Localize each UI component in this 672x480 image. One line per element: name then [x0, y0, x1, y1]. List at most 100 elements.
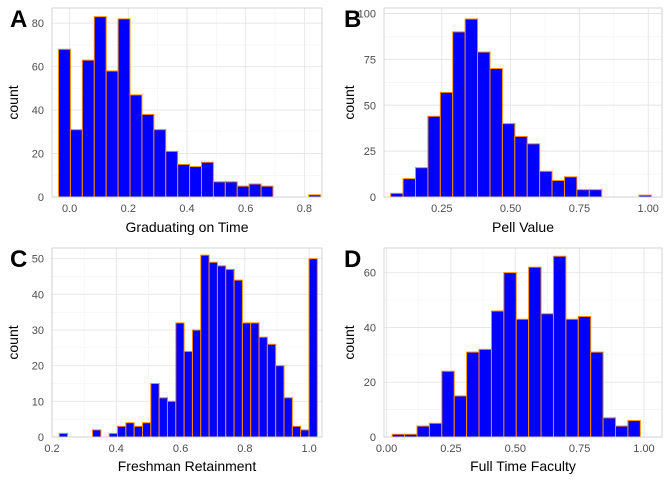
- x-tick-label: 0.25: [431, 203, 452, 215]
- panel-border: [51, 7, 323, 198]
- y-tick-label: 50: [364, 100, 376, 112]
- panel-letter: B: [344, 6, 361, 33]
- histogram-bar: [166, 400, 177, 437]
- histogram-bar: [158, 397, 168, 437]
- y-tick-label: 60: [364, 268, 376, 280]
- histogram-bar: [133, 425, 143, 437]
- x-tick-label: 0.4: [179, 203, 194, 215]
- histogram-bar: [576, 189, 590, 197]
- x-axis-title: Pell Value: [492, 219, 554, 235]
- histogram-bar: [615, 425, 629, 437]
- histogram-bar: [514, 135, 528, 197]
- x-tick-label: 0.2: [121, 203, 136, 215]
- y-tick-label: 40: [32, 289, 44, 301]
- histogram-bar: [208, 261, 218, 437]
- y-tick-label: 60: [32, 62, 44, 74]
- histogram-bar: [150, 383, 160, 437]
- y-tick-label: 40: [32, 105, 44, 117]
- histogram-bar: [236, 185, 250, 197]
- y-tick-label: 0: [38, 432, 44, 444]
- y-axis-title: count: [5, 85, 21, 119]
- x-tick-label: 0.8: [237, 443, 252, 455]
- histogram-bar: [233, 279, 243, 437]
- histogram-bar: [490, 310, 505, 437]
- y-tick-label: 30: [32, 325, 44, 337]
- panel-letter: C: [10, 246, 27, 273]
- panel-d: 0.00 0.25 0.50 0.75 1.00 0 20 40 60 Full Time Fac…: [341, 246, 663, 474]
- histogram-bar: [266, 343, 277, 437]
- y-tick-label: 0: [370, 192, 376, 204]
- gridlines: [384, 8, 662, 198]
- histogram-bar: [439, 91, 454, 197]
- y-tick-label: 0: [370, 432, 376, 444]
- y-tick-label: 20: [32, 361, 44, 373]
- x-tick-label: 0.75: [569, 203, 590, 215]
- histogram-bar: [283, 397, 293, 437]
- histogram-bar: [275, 365, 285, 437]
- histogram-bar: [81, 59, 95, 197]
- histogram-bar: [200, 254, 210, 437]
- histogram-bar: [108, 432, 119, 437]
- histogram-bars: [390, 18, 652, 197]
- y-tick-label: 20: [32, 149, 44, 161]
- histogram-bar: [260, 185, 274, 197]
- histogram-bar: [602, 417, 617, 437]
- histogram-bar: [189, 166, 202, 197]
- histogram-bar: [248, 183, 262, 197]
- histogram-bar: [501, 123, 516, 197]
- histogram-bars: [58, 16, 322, 197]
- x-tick-label: 0.8: [297, 203, 312, 215]
- x-tick-label: 0.25: [440, 443, 461, 455]
- histogram-bar: [441, 370, 455, 437]
- y-tick-label: 40: [364, 322, 376, 334]
- histogram-bar: [165, 150, 179, 197]
- y-axis-title: count: [341, 85, 357, 119]
- y-axis-title: count: [341, 325, 357, 359]
- x-tick-label: 0.0: [62, 203, 77, 215]
- histogram-bar: [212, 181, 226, 197]
- histogram-bar: [291, 425, 302, 437]
- histogram-bar: [183, 350, 193, 437]
- histogram-bar: [627, 420, 641, 437]
- histogram-bar: [452, 31, 466, 197]
- x-tick-label: 0.75: [569, 443, 590, 455]
- x-tick-label: 1.00: [633, 443, 654, 455]
- y-tick-label: 75: [364, 54, 376, 66]
- histogram-bar: [125, 422, 135, 437]
- x-axis-title: Graduating on Time: [126, 219, 249, 235]
- histogram-bar: [478, 348, 492, 437]
- histogram-bar: [427, 115, 441, 197]
- histogram-bar: [153, 129, 167, 197]
- histogram-bar: [175, 322, 185, 437]
- histogram-bar: [404, 433, 418, 437]
- histogram-bar: [415, 167, 429, 197]
- histogram-bar: [638, 194, 652, 197]
- histogram-bar: [241, 322, 252, 437]
- panel-letter: D: [344, 246, 361, 273]
- panel-c: 0.2 0.4 0.6 0.8 1.0 0 10 20 30 40 50 Freshman Retai…: [5, 246, 323, 474]
- histogram-bar: [402, 178, 417, 197]
- histogram-bar: [551, 179, 565, 197]
- histogram-bar: [577, 315, 592, 437]
- histogram-bar: [540, 313, 554, 437]
- panel-b: 0.25 0.50 0.75 1.00 0 25 50 75 100 Pell Value coun…: [341, 6, 663, 235]
- histogram-bar: [224, 181, 238, 197]
- histogram-bar: [141, 422, 152, 437]
- histogram-bars: [391, 255, 641, 437]
- histogram-bar: [391, 433, 406, 437]
- panel-letter: A: [10, 6, 27, 33]
- x-tick-label: 0.00: [376, 443, 397, 455]
- histogram-bar: [565, 318, 579, 437]
- histogram-bar: [477, 51, 491, 197]
- histogram-bar: [216, 265, 227, 437]
- x-tick-label: 0.4: [109, 443, 124, 455]
- x-tick-label: 1.00: [638, 203, 659, 215]
- histogram-bar: [552, 255, 567, 437]
- y-tick-label: 80: [32, 18, 44, 30]
- y-tick-label: 100: [358, 9, 376, 21]
- x-tick-label: 1.0: [301, 443, 316, 455]
- y-tick-label: 25: [364, 146, 376, 158]
- y-tick-label: 20: [364, 377, 376, 389]
- histogram-bar: [129, 94, 143, 197]
